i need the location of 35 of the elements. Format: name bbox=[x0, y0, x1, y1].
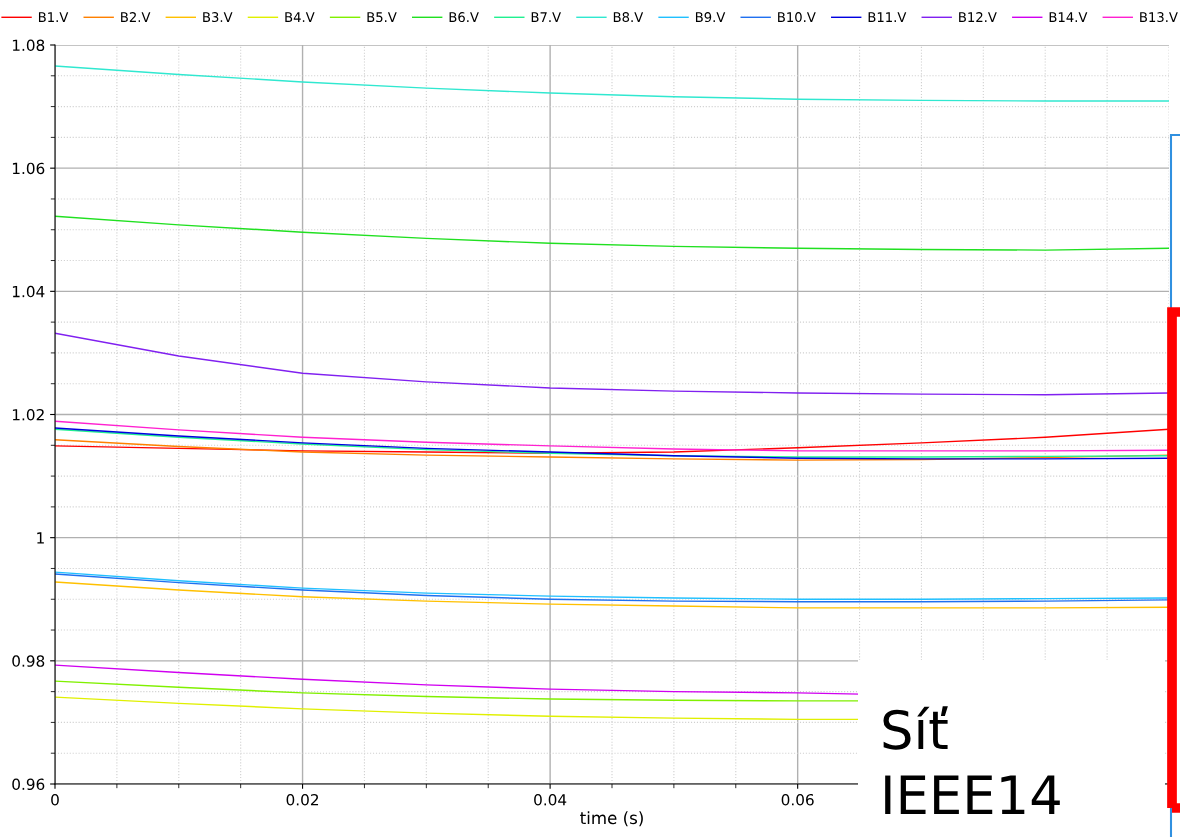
legend-label: B13.V bbox=[1140, 12, 1178, 23]
annotation: Síť IEEE14 bbox=[883, 706, 1060, 815]
legend-label: B7.V bbox=[531, 12, 561, 22]
x-tick-label: 0.02 bbox=[286, 793, 319, 806]
x-tick-label: 0.04 bbox=[534, 793, 567, 806]
legend-label: B5.V bbox=[367, 12, 397, 23]
line-series bbox=[55, 664, 861, 695]
legend-label: B1.V bbox=[38, 12, 69, 22]
x-tick-label: 0.06 bbox=[781, 793, 814, 806]
legend-label: B14.V bbox=[1049, 12, 1088, 22]
x-tick-label: 0 bbox=[51, 793, 59, 806]
legend-label: B9.V bbox=[695, 12, 726, 23]
line-series bbox=[55, 420, 1169, 452]
y-tick-label: 1.02 bbox=[12, 408, 44, 421]
legend-label: B10.V bbox=[778, 12, 816, 23]
legend-label: B2.V bbox=[121, 12, 151, 22]
line-series bbox=[55, 215, 1169, 251]
line-series bbox=[55, 332, 1169, 396]
y-tick-label: 1.04 bbox=[12, 285, 45, 298]
y-tick-label: 1.08 bbox=[12, 39, 45, 52]
line-series bbox=[55, 65, 1169, 102]
legend-label: B11.V bbox=[868, 12, 907, 22]
y-tick-label: 1 bbox=[37, 532, 44, 544]
y-tick-label: 0.98 bbox=[12, 655, 45, 667]
line-series bbox=[55, 581, 1169, 609]
legend-label: B3.V bbox=[203, 12, 233, 23]
legend-label: B12.V bbox=[959, 12, 997, 22]
line-series bbox=[55, 680, 861, 702]
legend-label: B4.V bbox=[285, 12, 315, 22]
legend-label: B6.V bbox=[449, 12, 479, 23]
x-axis-title: time (s) bbox=[580, 811, 643, 827]
y-tick-label: 1.06 bbox=[12, 162, 45, 175]
y-tick-label: 0.96 bbox=[12, 778, 45, 791]
line-series bbox=[55, 696, 861, 721]
legend-label: B8.V bbox=[613, 12, 644, 23]
